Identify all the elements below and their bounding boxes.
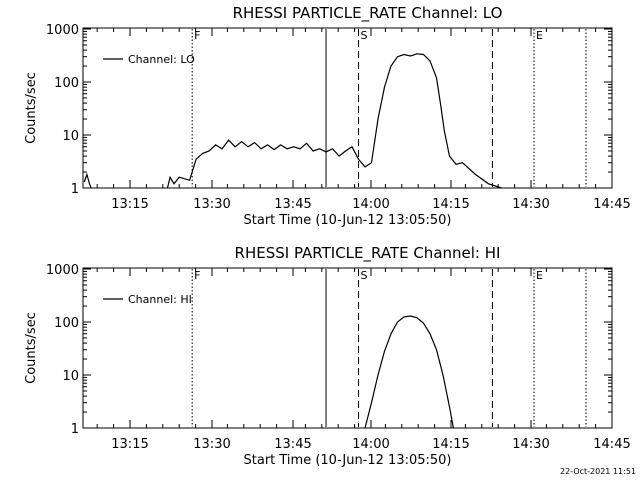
x-tick-label-lo: 14:45 <box>593 197 630 212</box>
x-tick-label-lo: 13:15 <box>111 197 148 212</box>
y-tick-label-lo: 100 <box>54 76 79 91</box>
series-line-lo <box>83 53 504 188</box>
chart-title-hi: RHESSI PARTICLE_RATE Channel: HI <box>235 244 501 263</box>
y-tick-label-lo: 10 <box>62 129 79 144</box>
x-tick-label-lo: 13:30 <box>193 197 230 212</box>
marker-label-hi: E <box>536 269 543 282</box>
x-tick-label-lo: 13:45 <box>274 197 311 212</box>
marker-label-hi: S <box>361 269 368 282</box>
marker-label-hi: F <box>194 269 200 282</box>
series-line-hi <box>364 315 454 428</box>
x-tick-label-hi: 14:00 <box>352 437 389 452</box>
y-tick-label-lo: 1000 <box>46 23 79 38</box>
marker-label-lo: S <box>361 29 368 42</box>
x-tick-label-lo: 14:00 <box>352 197 389 212</box>
plot-frame-lo <box>82 27 613 189</box>
x-tick-label-hi: 14:30 <box>512 437 549 452</box>
y-tick-label-hi: 100 <box>54 316 79 331</box>
x-tick-label-hi: 14:45 <box>593 437 630 452</box>
plot-frame-hi <box>82 267 613 429</box>
x-tick-label-hi: 13:45 <box>274 437 311 452</box>
y-axis-label-lo: Counts/sec <box>24 72 39 144</box>
legend-label-hi: Channel: HI <box>128 293 192 306</box>
x-tick-label-lo: 14:30 <box>512 197 549 212</box>
x-tick-label-hi: 14:15 <box>432 437 469 452</box>
x-axis-label-lo: Start Time (10-Jun-12 13:05:50) <box>244 213 452 228</box>
x-axis-label-hi: Start Time (10-Jun-12 13:05:50) <box>244 453 452 468</box>
y-tick-label-hi: 1000 <box>46 263 79 278</box>
y-axis-label-hi: Counts/sec <box>24 312 39 384</box>
marker-label-lo: E <box>536 29 543 42</box>
x-tick-label-lo: 14:15 <box>432 197 469 212</box>
x-tick-label-hi: 13:30 <box>193 437 230 452</box>
y-tick-label-hi: 1 <box>71 422 79 437</box>
y-tick-label-hi: 10 <box>62 369 79 384</box>
chart-title-lo: RHESSI PARTICLE_RATE Channel: LO <box>233 4 503 23</box>
marker-label-lo: F <box>194 29 200 42</box>
legend-label-lo: Channel: LO <box>128 53 195 66</box>
footer-timestamp: 22-Oct-2021 11:51 <box>560 467 636 476</box>
y-tick-label-lo: 1 <box>71 182 79 197</box>
x-tick-label-hi: 13:15 <box>111 437 148 452</box>
